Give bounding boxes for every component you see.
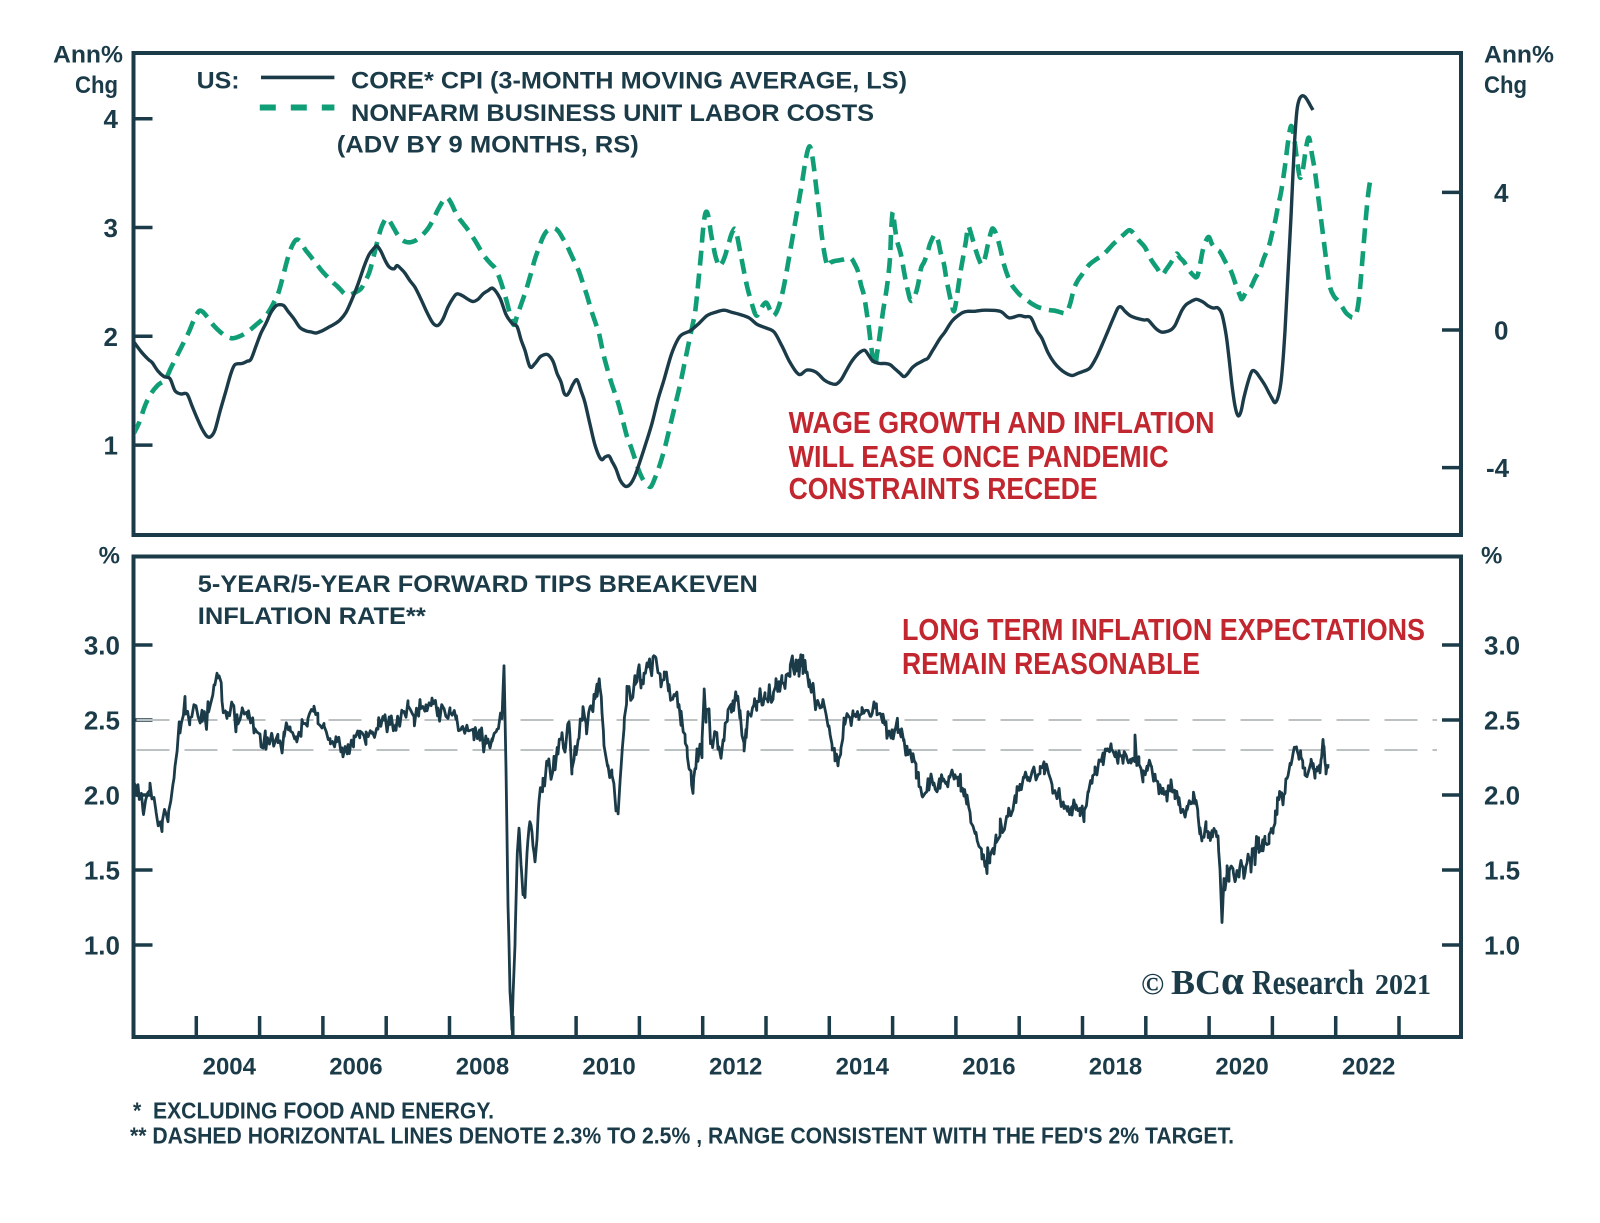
svg-text:2: 2 <box>104 322 118 352</box>
svg-text:1: 1 <box>104 431 118 461</box>
svg-text:2008: 2008 <box>456 1053 509 1080</box>
svg-text:2014: 2014 <box>836 1053 890 1080</box>
svg-text:2.0: 2.0 <box>84 781 120 811</box>
svg-text:2.0: 2.0 <box>1484 781 1520 811</box>
svg-text:2020: 2020 <box>1215 1053 1268 1080</box>
svg-text:%: % <box>1481 543 1502 570</box>
svg-text:CONSTRAINTS RECEDE: CONSTRAINTS RECEDE <box>789 471 1098 506</box>
svg-text:NONFARM BUSINESS UNIT LABOR CO: NONFARM BUSINESS UNIT LABOR COSTS <box>351 100 874 127</box>
svg-text:REMAIN REASONABLE: REMAIN REASONABLE <box>902 646 1200 681</box>
svg-text:1.5: 1.5 <box>1484 856 1520 886</box>
svg-text:(ADV BY 9 MONTHS, RS): (ADV BY 9 MONTHS, RS) <box>337 132 639 159</box>
svg-text:5-YEAR/5-YEAR FORWARD TIPS BRE: 5-YEAR/5-YEAR FORWARD TIPS BREAKEVEN <box>198 571 758 598</box>
svg-text:WAGE GROWTH AND INFLATION: WAGE GROWTH AND INFLATION <box>789 405 1215 440</box>
svg-text:Ann%: Ann% <box>1484 42 1554 69</box>
svg-text:2016: 2016 <box>962 1053 1015 1080</box>
svg-text:2012: 2012 <box>709 1053 762 1080</box>
svg-text:Ann%: Ann% <box>53 42 123 69</box>
svg-text:2010: 2010 <box>582 1053 635 1080</box>
svg-text:1.0: 1.0 <box>84 931 120 961</box>
svg-text:CORE* CPI (3-MONTH MOVING AVER: CORE* CPI (3-MONTH MOVING AVERAGE, LS) <box>351 68 907 95</box>
svg-text:2018: 2018 <box>1089 1053 1142 1080</box>
svg-text:2006: 2006 <box>329 1053 382 1080</box>
svg-text:4: 4 <box>104 104 119 134</box>
svg-text:3: 3 <box>104 213 118 243</box>
svg-text:* EXCLUDING FOOD AND ENERGY.: * EXCLUDING FOOD AND ENERGY. <box>133 1098 494 1124</box>
svg-text:-4: -4 <box>1486 453 1510 483</box>
svg-text:INFLATION RATE**: INFLATION RATE** <box>198 603 427 630</box>
svg-text:** DASHED HORIZONTAL LINES DEN: ** DASHED HORIZONTAL LINES DENOTE 2.3% T… <box>130 1123 1234 1149</box>
svg-text:2.5: 2.5 <box>84 706 120 736</box>
svg-text:Chg: Chg <box>75 72 118 99</box>
svg-text:Chg: Chg <box>1484 72 1527 99</box>
svg-text:2022: 2022 <box>1342 1053 1395 1080</box>
svg-text:3.0: 3.0 <box>1484 631 1520 661</box>
svg-text:0: 0 <box>1494 316 1508 346</box>
svg-text:US:: US: <box>197 68 240 95</box>
svg-text:LONG TERM INFLATION EXPECTATIO: LONG TERM INFLATION EXPECTATIONS <box>902 612 1425 647</box>
svg-text:WILL EASE ONCE PANDEMIC: WILL EASE ONCE PANDEMIC <box>789 439 1169 474</box>
svg-text:2004: 2004 <box>203 1053 257 1080</box>
svg-text:3.0: 3.0 <box>84 631 120 661</box>
svg-text:1.5: 1.5 <box>84 856 120 886</box>
svg-text:4: 4 <box>1494 178 1509 208</box>
svg-text:%: % <box>99 543 120 570</box>
svg-text:1.0: 1.0 <box>1484 931 1520 961</box>
svg-text:2.5: 2.5 <box>1484 706 1520 736</box>
